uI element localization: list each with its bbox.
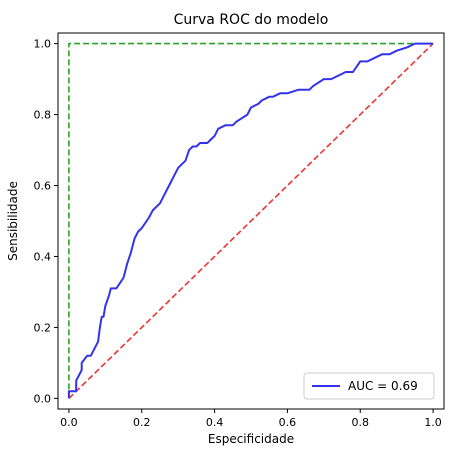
y-tick-label: 0.2 — [34, 321, 52, 334]
y-tick-label: 0.0 — [34, 392, 52, 405]
y-tick-label: 0.6 — [34, 180, 52, 193]
x-tick-label: 1.0 — [424, 416, 442, 429]
plot-frame — [57, 32, 445, 410]
series-layer — [67, 42, 434, 399]
y-tick-label: 1.0 — [34, 38, 52, 51]
axes: 0.0 0.2 0.4 0.6 0.8 1.0 0.0 0.2 0.4 0.6 0.8 1.0 — [34, 38, 442, 429]
y-tick-label: 0.8 — [34, 109, 52, 122]
x-axis-label: Especificidade — [208, 432, 294, 446]
x-tick-label: 0.4 — [206, 416, 224, 429]
x-tick-label: 0.8 — [351, 416, 369, 429]
x-tick-label: 0.2 — [133, 416, 151, 429]
roc-curve-line — [67, 42, 434, 399]
legend-label: AUC = 0.69 — [348, 379, 418, 393]
x-tick-label: 0.6 — [279, 416, 297, 429]
legend-box — [303, 372, 435, 400]
perfect-classifier-line — [68, 42, 434, 399]
y-axis-label: Sensibilidade — [6, 181, 20, 261]
x-tick-label: 0.0 — [60, 416, 78, 429]
y-tick-label: 0.4 — [34, 250, 52, 263]
legend: AUC = 0.69 — [303, 372, 435, 400]
chart-title: Curva ROC do modelo — [174, 12, 329, 28]
chance-diagonal-line — [68, 43, 434, 399]
